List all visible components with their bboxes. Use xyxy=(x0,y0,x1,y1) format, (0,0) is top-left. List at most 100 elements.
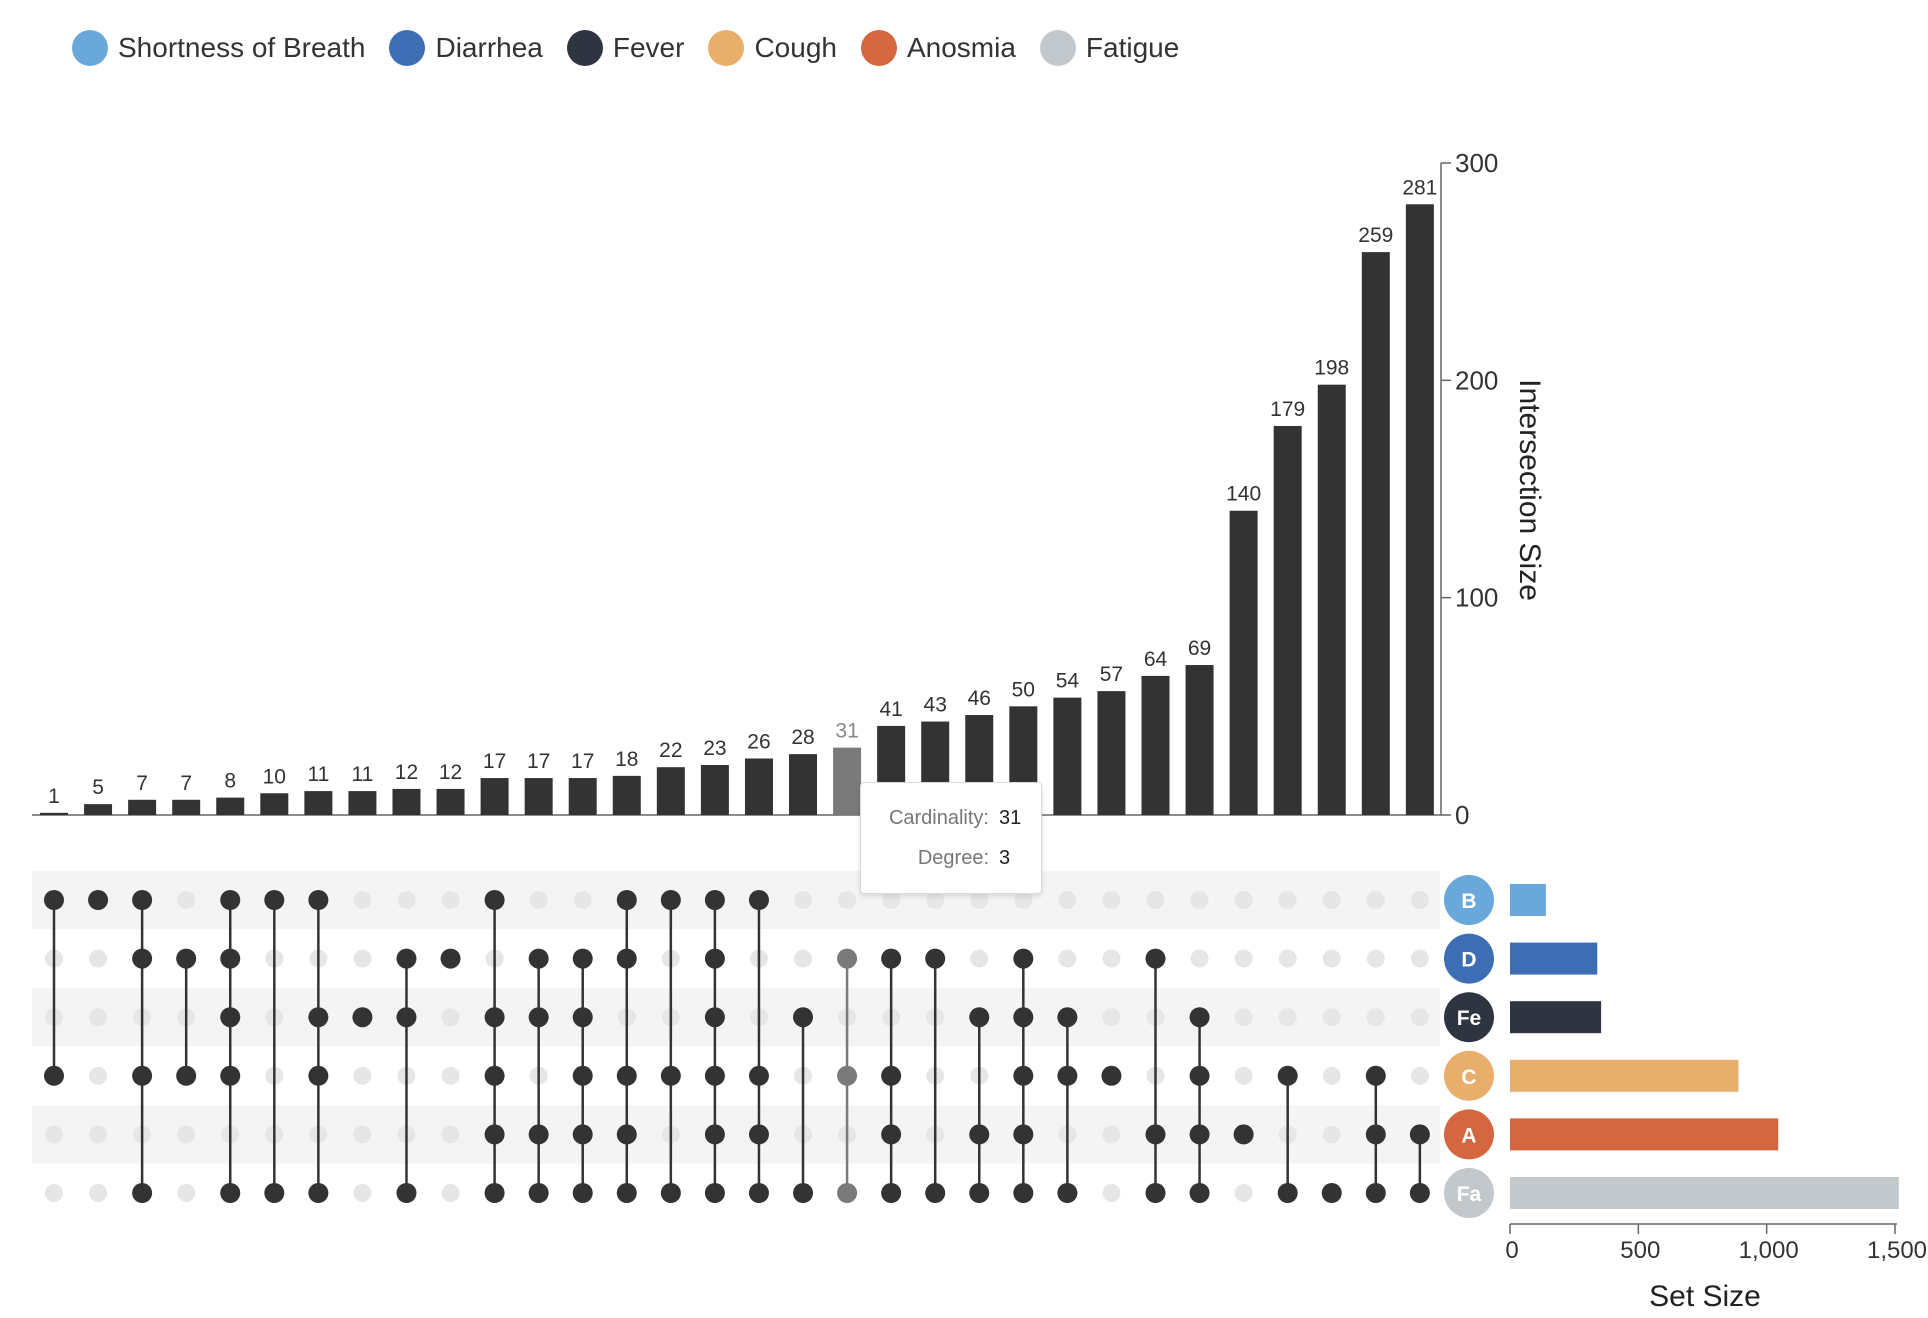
matrix-dot-filled xyxy=(176,1065,197,1086)
bar-value-label: 28 xyxy=(791,726,814,749)
matrix-dot-filled xyxy=(220,1065,241,1086)
intersection-bar xyxy=(1141,675,1170,815)
matrix-dot-filled xyxy=(220,1007,241,1028)
matrix-dot-filled xyxy=(528,948,549,969)
matrix-dot-filled xyxy=(484,1065,505,1086)
matrix-dot-filled xyxy=(969,1124,990,1145)
legend-item-anosmia[interactable]: Anosmia xyxy=(860,30,1016,66)
matrix-row-stripe xyxy=(32,871,1440,929)
matrix-dot-filled xyxy=(704,1124,725,1145)
matrix-dot-empty xyxy=(1410,1008,1429,1027)
matrix-dot-filled xyxy=(484,1007,505,1028)
matrix-dot-filled xyxy=(704,948,725,969)
intersection-bar xyxy=(744,758,773,815)
matrix-dot-filled xyxy=(925,1183,946,1203)
intersection-bar xyxy=(1405,204,1434,815)
matrix-dot-filled xyxy=(220,1183,241,1203)
bar-value-label: 17 xyxy=(483,750,506,773)
matrix-dot-filled xyxy=(748,1183,769,1203)
matrix-dot-filled xyxy=(1409,1183,1430,1203)
matrix-dot-filled xyxy=(660,1065,681,1086)
matrix-dot-empty xyxy=(441,1125,460,1144)
legend: Shortness of Breath Diarrhea Fever Cough… xyxy=(72,30,1179,66)
set-size-bar xyxy=(1510,1001,1602,1034)
matrix-dot-filled xyxy=(1057,1183,1078,1203)
matrix-dot-filled xyxy=(793,1183,814,1203)
matrix-dot-empty xyxy=(441,1184,460,1202)
legend-item-fever[interactable]: Fever xyxy=(566,30,684,66)
matrix-dot-empty xyxy=(1146,891,1165,909)
intersection-bar xyxy=(128,799,157,815)
intersection-bar xyxy=(656,767,685,815)
set-size-bar xyxy=(1510,1118,1779,1151)
matrix-dot-empty xyxy=(573,891,592,909)
legend-swatch xyxy=(860,30,897,66)
bar-value-label: 23 xyxy=(703,737,726,760)
matrix-dot-filled xyxy=(1277,1183,1298,1203)
set-size-axis-label: Set Size xyxy=(1649,1280,1761,1313)
matrix-dot-filled xyxy=(1145,948,1166,969)
tooltip-degree-value: 3 xyxy=(999,847,1011,869)
matrix-row-stripe xyxy=(32,1105,1440,1164)
set-badge-label: Fa xyxy=(1457,1183,1482,1206)
set-badge-label: B xyxy=(1461,890,1476,913)
matrix-dot-empty xyxy=(1322,1066,1341,1085)
matrix-dot-filled xyxy=(396,1183,417,1203)
matrix-dot-empty xyxy=(1366,949,1385,968)
legend-item-fatigue[interactable]: Fatigue xyxy=(1039,30,1179,66)
legend-swatch xyxy=(389,30,426,66)
matrix-dot-filled xyxy=(1233,1124,1254,1145)
matrix-dot-filled xyxy=(1101,1065,1122,1086)
matrix-dot-filled xyxy=(1189,1183,1210,1203)
legend-item-cough[interactable]: Cough xyxy=(708,30,837,66)
legend-label: Cough xyxy=(754,32,837,63)
intersection-bar xyxy=(568,778,597,815)
matrix-dot-filled xyxy=(352,1007,373,1028)
matrix-dot-filled xyxy=(1013,1124,1034,1145)
matrix-dot-empty xyxy=(89,1008,108,1027)
matrix-dot-filled xyxy=(837,1065,858,1086)
legend-item-shortness-of-breath[interactable]: Shortness of Breath xyxy=(72,30,365,66)
tooltip-degree-label: Degree: xyxy=(917,847,989,869)
matrix-dot-filled xyxy=(704,1007,725,1028)
matrix-dot-filled xyxy=(881,1183,902,1203)
intersection-bar xyxy=(304,791,333,815)
matrix-dot-filled xyxy=(1277,1065,1298,1086)
matrix-row-stripe xyxy=(32,988,1440,1047)
set-badge-label: Fe xyxy=(1457,1007,1482,1030)
matrix-dot-filled xyxy=(1365,1124,1386,1145)
matrix-dot-filled xyxy=(1013,948,1034,969)
tooltip-cardinality-row: Cardinality: 31 xyxy=(861,807,1041,830)
legend-swatch xyxy=(72,30,108,66)
matrix-dot-empty xyxy=(353,1184,372,1202)
matrix-dot-filled xyxy=(572,1065,593,1086)
matrix-dot-filled xyxy=(1013,1183,1034,1203)
matrix-dot-filled xyxy=(1189,1124,1210,1145)
matrix-dot-filled xyxy=(176,948,197,969)
bar-value-label: 64 xyxy=(1144,648,1168,671)
matrix-dot-filled xyxy=(704,1065,725,1086)
matrix-dot-filled xyxy=(308,1065,329,1086)
matrix-dot-empty xyxy=(1234,1008,1253,1027)
intersection-bar xyxy=(1361,252,1390,815)
intersection-bar xyxy=(789,754,818,815)
legend-label: Anosmia xyxy=(906,32,1016,63)
matrix-dot-empty xyxy=(1102,949,1121,968)
set-badge xyxy=(1444,1168,1494,1218)
bar-value-label: 12 xyxy=(439,761,462,784)
matrix-dot-filled xyxy=(44,1065,64,1086)
legend-label: Diarrhea xyxy=(435,32,543,63)
tooltip-cardinality-value: 31 xyxy=(999,807,1022,829)
matrix-dot-empty xyxy=(353,949,372,968)
bar-value-label: 259 xyxy=(1358,224,1393,247)
matrix-dot-filled xyxy=(969,1183,990,1203)
matrix-dot-filled xyxy=(1057,1065,1078,1086)
intersection-bar xyxy=(480,778,509,815)
matrix-dot-empty xyxy=(441,1008,460,1027)
matrix-dot-empty xyxy=(177,1125,196,1144)
matrix-dot-filled xyxy=(1365,1183,1386,1203)
legend-item-diarrhea[interactable]: Diarrhea xyxy=(389,30,543,66)
matrix-dot-empty xyxy=(1410,1066,1429,1085)
matrix-dot-empty xyxy=(353,1125,372,1144)
